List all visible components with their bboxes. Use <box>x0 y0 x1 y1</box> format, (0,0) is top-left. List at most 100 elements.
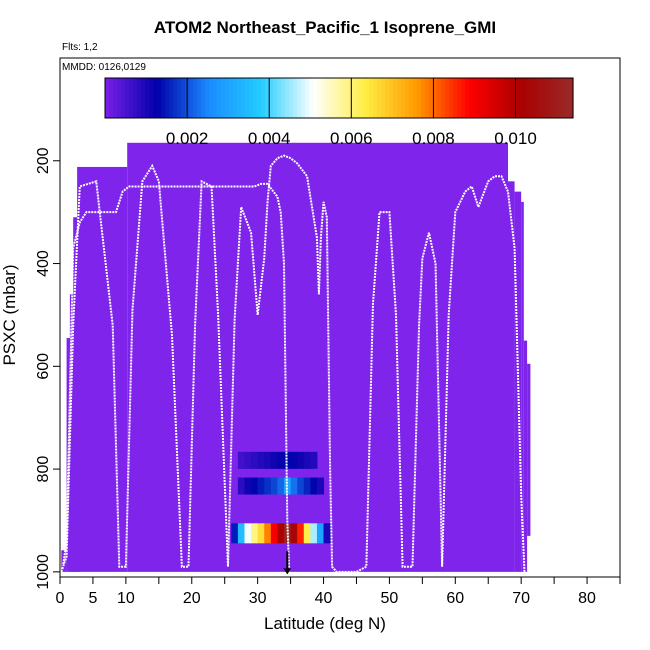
colorbar-segment <box>385 78 390 118</box>
colorbar-segment <box>489 78 494 118</box>
colorbar-segment <box>341 78 346 118</box>
plot-frame <box>59 57 621 578</box>
data-cell <box>264 523 272 544</box>
y-tick-label: 200 <box>35 147 52 174</box>
data-region <box>508 181 515 572</box>
colorbar-segment <box>317 78 322 118</box>
data-cell <box>316 477 325 495</box>
colorbar-segment <box>393 78 398 118</box>
colorbar-segment <box>397 78 402 118</box>
colorbar-segment <box>201 78 206 118</box>
colorbar-segment <box>261 78 266 118</box>
data-cell <box>303 477 311 495</box>
x-tick-label: 40 <box>315 590 333 607</box>
data-region <box>521 201 524 572</box>
colorbar-segment <box>501 78 506 118</box>
colorbar-segment <box>437 78 442 118</box>
colorbar-tick-label: 0.004 <box>248 129 291 148</box>
colorbar-segment <box>457 78 462 118</box>
data-cell <box>270 451 278 469</box>
colorbar-segment <box>189 78 194 118</box>
x-axis-label: Latitude (deg N) <box>264 614 386 633</box>
data-cell <box>237 451 245 469</box>
colorbar-segment <box>229 78 234 118</box>
data-cell <box>316 523 325 544</box>
colorbar-segment <box>365 78 370 118</box>
colorbar-segment <box>557 78 562 118</box>
data-cell <box>257 523 265 544</box>
data-cell <box>310 523 318 544</box>
colorbar-segment <box>289 78 294 118</box>
colorbar-segment <box>153 78 158 118</box>
data-cell <box>323 523 331 544</box>
colorbar-segment <box>293 78 298 118</box>
colorbar-segment <box>141 78 146 118</box>
colorbar-segment <box>221 78 226 118</box>
colorbar-segment <box>245 78 250 118</box>
x-tick-label: 0 <box>56 590 65 607</box>
data-cell <box>310 451 318 469</box>
colorbar-segment <box>117 78 122 118</box>
y-tick-label: 800 <box>35 456 52 483</box>
colorbar-segment <box>473 78 478 118</box>
colorbar-segment <box>273 78 278 118</box>
colorbar-segment <box>173 78 178 118</box>
colorbar-segment <box>565 78 570 118</box>
data-cell <box>284 451 292 469</box>
data-cell <box>303 523 311 544</box>
colorbar-segment <box>545 78 550 118</box>
colorbar-segment <box>269 78 274 118</box>
colorbar-segment <box>169 78 174 118</box>
data-cell <box>297 523 305 544</box>
colorbar-segment <box>149 78 154 118</box>
colorbar-segment <box>145 78 150 118</box>
colorbar-segment <box>125 78 130 118</box>
colorbar-segment <box>321 78 326 118</box>
colorbar-segment <box>325 78 330 118</box>
colorbar-segment <box>409 78 414 118</box>
colorbar-segment <box>549 78 554 118</box>
colorbar-segment <box>505 78 510 118</box>
colorbar-segment <box>305 78 310 118</box>
flight-track <box>60 154 526 573</box>
colorbar-segment <box>377 78 382 118</box>
x-tick-label: 60 <box>446 590 464 607</box>
data-cell <box>244 477 252 495</box>
data-cell <box>251 477 259 495</box>
colorbar-segment <box>121 78 126 118</box>
x-tick-label: 30 <box>249 590 267 607</box>
colorbar-segment <box>373 78 378 118</box>
data-cell <box>310 477 318 495</box>
colorbar-segment <box>105 78 110 118</box>
x-tick-label: 50 <box>381 590 399 607</box>
colorbar-segment <box>477 78 482 118</box>
colorbar-segment <box>193 78 198 118</box>
y-tick-label: 1000 <box>35 554 52 590</box>
colorbar-segment <box>449 78 454 118</box>
colorbar-segment <box>253 78 258 118</box>
colorbar-segment <box>313 78 318 118</box>
colorbar-segment <box>421 78 426 118</box>
colorbar-segment <box>277 78 282 118</box>
colorbar-tick-label: 0.010 <box>494 129 537 148</box>
data-cell <box>244 451 252 469</box>
date-note: MMDD: 0126,0129 <box>62 62 146 73</box>
colorbar-segment <box>329 78 334 118</box>
data-cell <box>270 477 278 495</box>
colorbar-segment <box>445 78 450 118</box>
colorbar-segment <box>233 78 238 118</box>
data-cell <box>237 477 245 495</box>
colorbar-segment <box>493 78 498 118</box>
colorbar-tick-label: 0.008 <box>412 129 455 148</box>
colorbar-segment <box>285 78 290 118</box>
colorbar-segment <box>113 78 118 118</box>
data-cell <box>251 523 259 544</box>
colorbar-segment <box>265 78 270 118</box>
colorbar-segment <box>381 78 386 118</box>
data-cell <box>290 523 298 544</box>
flight-track <box>62 182 291 572</box>
colorbar-segment <box>469 78 474 118</box>
colorbar-segment <box>361 78 366 118</box>
colorbar-segment <box>257 78 262 118</box>
